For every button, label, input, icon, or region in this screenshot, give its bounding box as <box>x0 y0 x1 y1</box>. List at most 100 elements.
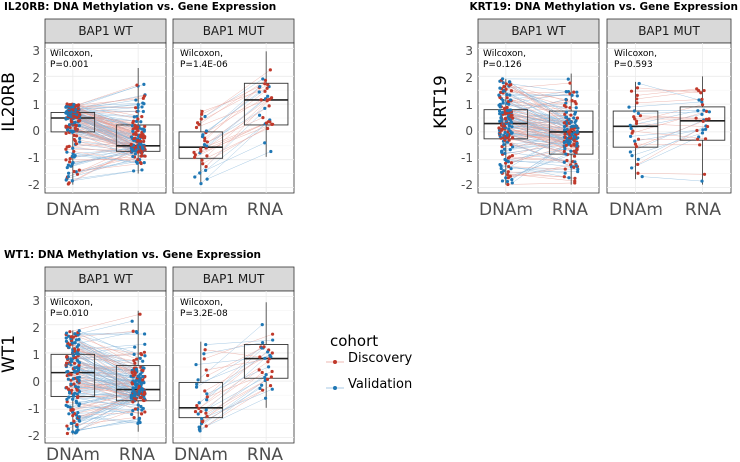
pair-line <box>506 89 573 101</box>
point-rna <box>132 169 136 173</box>
pair-line <box>68 406 142 411</box>
pair-line <box>72 352 136 393</box>
pair-line <box>206 105 270 149</box>
y-tick-label: 3 <box>32 44 40 58</box>
point-rna <box>701 128 705 132</box>
point-dnam <box>205 395 209 399</box>
point-rna <box>136 157 140 162</box>
point-rna <box>270 387 274 391</box>
point-dnam <box>636 157 640 161</box>
point-rna <box>133 152 137 156</box>
point-rna <box>564 139 568 143</box>
pair-line <box>202 88 268 112</box>
point-rna <box>134 397 138 401</box>
point-rna <box>564 110 569 114</box>
data-points <box>64 312 147 436</box>
point-dnam <box>511 145 515 149</box>
point-rna <box>143 342 147 346</box>
point-rna <box>263 106 267 110</box>
point-dnam <box>68 330 72 334</box>
x-tick-label: RNA <box>119 445 156 462</box>
pair-line <box>72 123 132 152</box>
pair-line <box>70 380 133 403</box>
point-dnam <box>73 384 78 388</box>
point-dnam <box>77 329 81 333</box>
point-dnam <box>637 81 641 86</box>
point-rna <box>131 409 135 413</box>
point-rna <box>573 179 577 183</box>
point-dnam <box>634 145 639 149</box>
point-dnam <box>67 412 71 416</box>
point-dnam <box>78 112 82 117</box>
point-dnam <box>500 110 505 114</box>
point-rna <box>130 382 135 386</box>
pair-line <box>77 393 133 397</box>
point-rna <box>132 352 136 356</box>
point-dnam <box>504 176 508 180</box>
pair-line <box>73 151 141 163</box>
point-rna <box>697 98 701 102</box>
point-rna <box>141 374 145 379</box>
point-rna <box>704 109 709 113</box>
point-dnam <box>65 128 70 132</box>
point-dnam <box>68 160 72 164</box>
point-dnam <box>65 397 69 401</box>
point-rna <box>702 88 706 93</box>
point-dnam <box>195 382 199 386</box>
point-rna <box>576 167 580 171</box>
pair-line <box>508 110 568 124</box>
y-tick-label: 2 <box>32 321 40 335</box>
point-rna <box>700 179 704 183</box>
point-rna <box>573 176 577 180</box>
point-dnam <box>73 391 77 395</box>
pair-line <box>69 313 141 332</box>
point-dnam <box>72 382 76 386</box>
point-dnam <box>68 102 72 107</box>
data-points <box>64 82 147 186</box>
pair-line <box>204 78 263 117</box>
point-rna <box>575 143 579 148</box>
point-rna <box>262 345 266 349</box>
point-rna <box>574 102 578 106</box>
point-dnam <box>66 163 70 167</box>
point-rna <box>268 120 272 124</box>
point-rna <box>574 164 578 168</box>
point-dnam <box>65 385 69 390</box>
pair-line <box>508 116 568 130</box>
pair-line <box>631 136 699 169</box>
point-dnam <box>206 373 210 378</box>
facet-strip <box>44 18 167 44</box>
point-dnam <box>501 81 505 85</box>
point-rna <box>705 125 710 129</box>
pair-line <box>70 110 133 132</box>
point-rna <box>134 130 138 135</box>
point-dnam <box>202 352 206 356</box>
pair-line <box>198 380 266 428</box>
y-tick-label: 1 <box>32 348 40 362</box>
point-dnam <box>203 114 207 119</box>
pair-line <box>202 86 260 137</box>
point-rna <box>264 373 268 377</box>
point-dnam <box>510 113 514 117</box>
point-dnam <box>509 89 514 93</box>
pair-line <box>75 140 146 157</box>
point-dnam <box>506 182 510 187</box>
legend: cohort Discovery Validation <box>326 332 413 392</box>
point-rna <box>563 112 567 116</box>
point-rna <box>142 139 146 144</box>
point-rna <box>140 151 144 155</box>
legend-key-discovery <box>333 360 337 364</box>
point-dnam <box>78 140 82 144</box>
wilcoxon-label: Wilcoxon, <box>180 49 223 59</box>
point-rna <box>129 142 133 147</box>
point-rna <box>261 116 265 120</box>
point-dnam <box>75 172 80 176</box>
point-dnam <box>76 411 80 415</box>
point-rna <box>141 101 145 105</box>
point-dnam <box>629 89 634 93</box>
point-dnam <box>634 121 639 126</box>
data-points <box>193 323 275 433</box>
pair-line <box>77 380 134 394</box>
y-tick-label: 1 <box>32 98 40 112</box>
point-dnam <box>77 337 81 341</box>
